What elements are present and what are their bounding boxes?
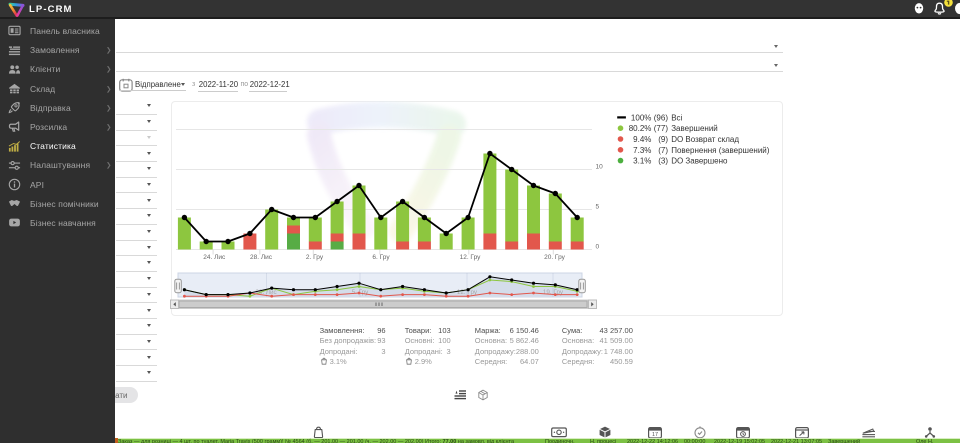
- svg-text:20. Гру: 20. Гру: [544, 254, 566, 261]
- svg-text:(7): (7): [658, 146, 668, 155]
- svg-text:Всі: Всі: [671, 113, 682, 122]
- svg-text:(77): (77): [654, 124, 669, 133]
- svg-text:6. Гру: 6. Гру: [372, 254, 390, 261]
- svg-text:28. Лис: 28. Лис: [250, 254, 273, 261]
- svg-text:12. Гру: 12. Гру: [457, 289, 478, 296]
- svg-text:80.2%: 80.2%: [629, 124, 652, 133]
- svg-text:19. Гру: 19. Гру: [543, 289, 564, 296]
- svg-text:DO Возврат склад: DO Возврат склад: [671, 135, 739, 144]
- svg-text:28. Лис: 28. Лис: [255, 289, 276, 296]
- svg-text:DO Завершено: DO Завершено: [671, 157, 728, 166]
- svg-text:100%: 100%: [631, 113, 651, 122]
- svg-text:5: 5: [596, 204, 600, 211]
- svg-text:5. Гру: 5. Гру: [352, 289, 369, 296]
- svg-text:0: 0: [596, 244, 600, 251]
- svg-text:2. Гру: 2. Гру: [306, 254, 324, 261]
- svg-text:7.3%: 7.3%: [633, 146, 651, 155]
- svg-text:24. Лис: 24. Лис: [203, 254, 226, 261]
- svg-text:10: 10: [596, 164, 604, 171]
- svg-text:Повернення (завершений): Повернення (завершений): [671, 146, 770, 155]
- svg-text:9.4%: 9.4%: [633, 135, 651, 144]
- svg-text:17: 17: [652, 432, 658, 438]
- svg-text:12. Гру: 12. Гру: [460, 254, 482, 261]
- svg-text:(3): (3): [658, 157, 668, 166]
- svg-text:Завершений: Завершений: [671, 124, 718, 133]
- svg-text:(96): (96): [654, 113, 669, 122]
- svg-text:3.1%: 3.1%: [633, 157, 651, 166]
- svg-text:(9): (9): [658, 135, 668, 144]
